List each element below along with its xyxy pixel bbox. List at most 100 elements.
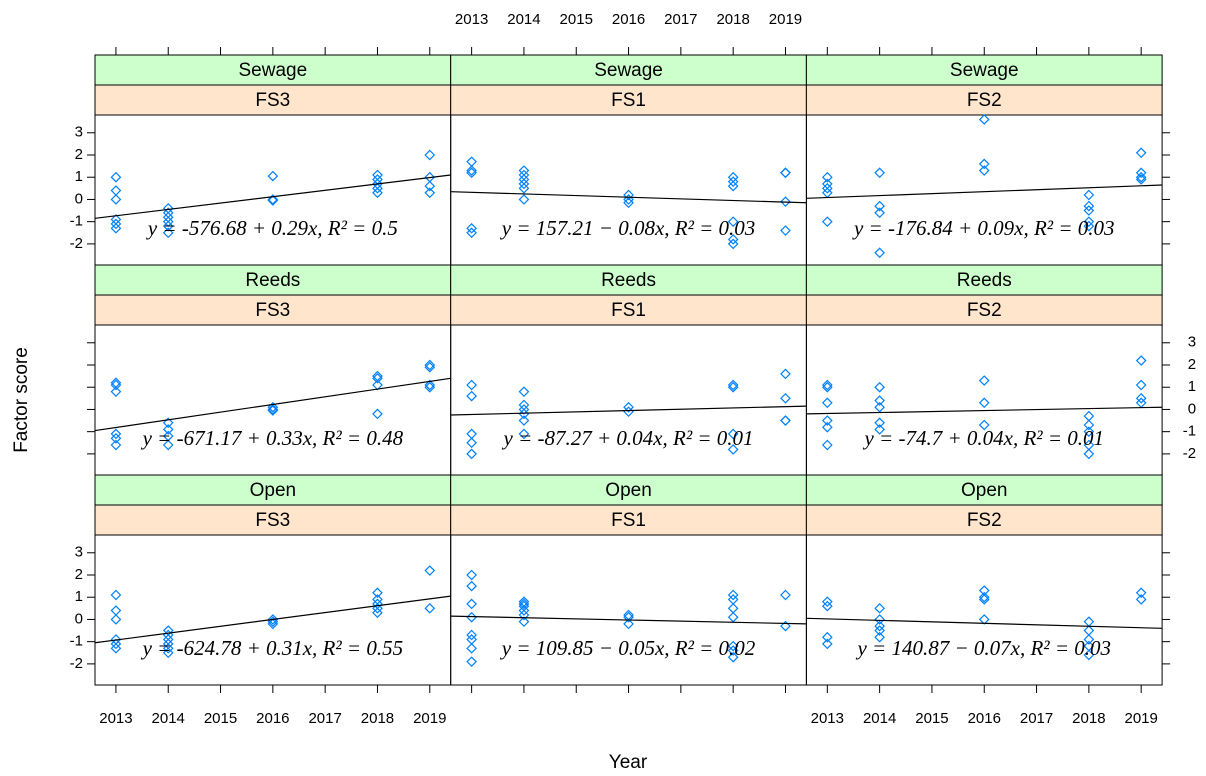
point xyxy=(821,171,833,183)
point xyxy=(727,180,739,192)
point xyxy=(466,165,477,176)
point xyxy=(162,439,174,451)
point xyxy=(518,605,530,616)
point xyxy=(874,247,885,259)
strip-label: Sewage xyxy=(950,60,1019,81)
point xyxy=(466,656,477,668)
point xyxy=(978,158,990,170)
point xyxy=(424,361,436,373)
point xyxy=(874,424,885,435)
point xyxy=(466,642,477,654)
y-tick-label: 3 xyxy=(1188,334,1196,351)
strip xyxy=(805,264,1163,296)
strip-label: FS3 xyxy=(255,300,290,321)
point xyxy=(466,390,477,402)
point xyxy=(727,176,739,188)
point xyxy=(518,408,530,420)
point xyxy=(821,596,833,608)
point xyxy=(162,642,174,654)
point xyxy=(110,379,122,391)
point xyxy=(727,234,739,245)
y-tick-label: 2 xyxy=(75,146,83,163)
point xyxy=(821,421,833,433)
point xyxy=(1135,167,1147,179)
point xyxy=(162,227,174,239)
point xyxy=(727,611,739,623)
point xyxy=(110,428,122,440)
point xyxy=(267,405,279,416)
point xyxy=(424,379,436,391)
point xyxy=(372,187,383,199)
point xyxy=(424,187,436,199)
point xyxy=(110,638,122,650)
strip-label: FS1 xyxy=(611,300,646,321)
point xyxy=(162,647,174,659)
point xyxy=(372,587,383,599)
fit-line xyxy=(806,406,1163,415)
point xyxy=(1083,634,1095,645)
fit-line xyxy=(450,615,807,625)
point xyxy=(780,196,791,208)
point xyxy=(466,227,477,239)
point xyxy=(466,611,477,623)
point xyxy=(1135,392,1147,404)
x-tick-label: 2016 xyxy=(256,710,289,727)
strip-label: FS3 xyxy=(255,90,290,111)
point xyxy=(780,368,791,380)
point xyxy=(978,419,990,431)
panel xyxy=(450,324,807,476)
point xyxy=(466,428,477,440)
point xyxy=(727,602,739,614)
point xyxy=(1083,649,1095,661)
point xyxy=(978,165,990,176)
point xyxy=(623,189,634,201)
point xyxy=(518,386,530,398)
fit-equation: y = -74.7 + 0.04x, R² = 0.01 xyxy=(862,426,1104,450)
point xyxy=(1083,216,1095,228)
y-tick-label: -2 xyxy=(70,235,83,252)
point xyxy=(874,614,885,625)
point xyxy=(978,397,990,409)
point xyxy=(1083,189,1095,201)
point xyxy=(267,404,279,415)
strip xyxy=(94,84,452,116)
y-tick-label: 1 xyxy=(1188,378,1196,395)
panel xyxy=(94,114,452,266)
point xyxy=(780,620,791,632)
strip-label: Sewage xyxy=(594,60,663,81)
strip-label: FS1 xyxy=(611,510,646,531)
panel xyxy=(94,324,452,476)
point xyxy=(727,381,739,393)
x-tick-label: 2019 xyxy=(1124,710,1157,727)
point xyxy=(518,598,530,610)
point xyxy=(874,395,885,406)
strip xyxy=(805,54,1163,86)
point xyxy=(780,415,791,426)
point xyxy=(978,114,990,125)
y-tick-label: 3 xyxy=(75,124,83,141)
point xyxy=(424,180,436,192)
fit-equation: y = 157.21 − 0.08x, R² = 0.03 xyxy=(500,216,756,240)
y-axis-label: Factor score xyxy=(11,347,32,453)
fit-line xyxy=(806,617,1163,629)
strip-label: FS3 xyxy=(255,510,290,531)
point xyxy=(424,149,436,161)
point xyxy=(780,225,791,236)
x-tick-label: 2013 xyxy=(99,710,132,727)
point xyxy=(162,220,174,232)
strip xyxy=(94,54,452,86)
point xyxy=(821,631,833,643)
x-tick-label: 2013 xyxy=(455,11,488,28)
point xyxy=(874,631,885,643)
point xyxy=(727,640,739,652)
point xyxy=(1083,205,1095,216)
fit-equation: y = -87.27 + 0.04x, R² = 0.01 xyxy=(502,426,754,450)
point xyxy=(372,602,383,614)
point xyxy=(267,618,279,630)
x-tick-label: 2016 xyxy=(968,710,1001,727)
point xyxy=(821,638,833,650)
point xyxy=(623,611,634,623)
point xyxy=(372,182,383,194)
point xyxy=(267,614,279,625)
point xyxy=(372,607,383,619)
